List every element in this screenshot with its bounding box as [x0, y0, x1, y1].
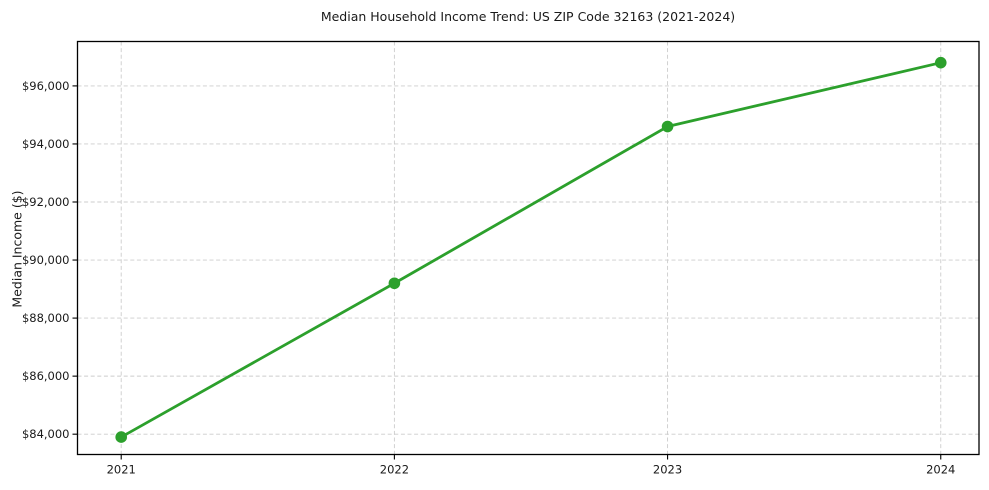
x-tick-label: 2022	[380, 463, 409, 477]
y-tick-label: $88,000	[22, 311, 70, 325]
y-tick-label: $90,000	[22, 253, 70, 267]
x-tick-label: 2021	[107, 463, 136, 477]
y-tick-label: $96,000	[22, 79, 70, 93]
y-tick-label: $86,000	[22, 369, 70, 383]
data-point-2023	[661, 120, 674, 133]
data-point-2021	[115, 431, 128, 443]
y-tick-label: $92,000	[22, 195, 70, 209]
x-tick-label: 2023	[653, 463, 682, 477]
data-point-2024	[934, 56, 947, 69]
y-tick-label: $94,000	[22, 137, 70, 151]
data-point-2022	[388, 277, 401, 290]
x-tick-label: 2024	[926, 463, 955, 477]
y-tick-label: $84,000	[22, 427, 70, 441]
chart-title: Median Household Income Trend: US ZIP Co…	[320, 9, 736, 24]
trend-line	[119, 61, 943, 439]
plot-border	[76, 40, 980, 456]
